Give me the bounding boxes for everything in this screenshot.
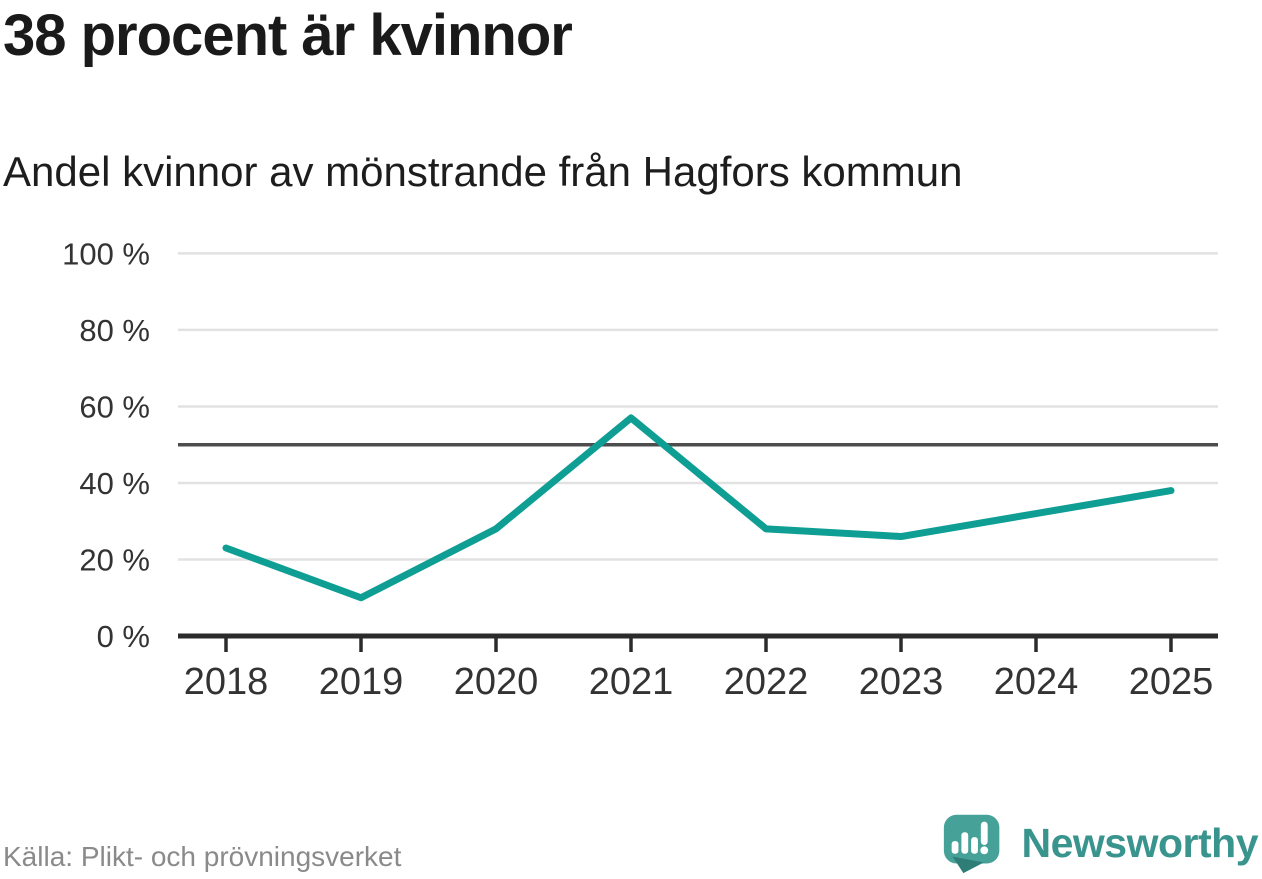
x-label-2020: 2020: [454, 661, 539, 703]
x-label-2018: 2018: [184, 661, 269, 703]
y-label-100: 100 %: [62, 236, 150, 271]
y-label-20: 20 %: [79, 542, 150, 577]
x-label-2025: 2025: [1129, 661, 1214, 703]
y-label-0: 0 %: [97, 619, 150, 654]
y-label-40: 40 %: [79, 466, 150, 501]
newsworthy-wordmark: Newsworthy: [1021, 820, 1259, 866]
newsworthy-bubble-icon: [943, 814, 999, 874]
x-label-2021: 2021: [589, 661, 674, 703]
x-label-2024: 2024: [994, 661, 1079, 703]
x-label-2019: 2019: [319, 661, 404, 703]
source-note: Källa: Plikt- och prövningsverket: [3, 841, 402, 872]
x-label-2022: 2022: [724, 661, 809, 703]
y-label-80: 80 %: [79, 313, 150, 348]
line-chart: 2018 2019 2020 2021 2022 2023 2024 2025 0 % 20 % 4…: [62, 236, 1218, 703]
series-line-Andel kvinnor av mönstrande: [222, 414, 1175, 602]
y-label-60: 60 %: [79, 389, 150, 424]
chart-headline: 38 procent är kvinnor: [3, 3, 573, 68]
newsworthy-logo: Newsworthy: [939, 813, 1259, 874]
x-label-2023: 2023: [859, 661, 944, 703]
chart-subtitle: Andel kvinnor av mönstrande från Hagfors…: [3, 148, 963, 195]
